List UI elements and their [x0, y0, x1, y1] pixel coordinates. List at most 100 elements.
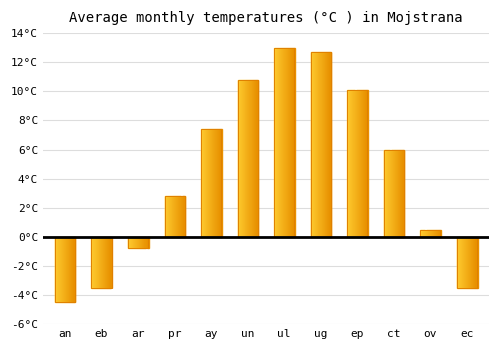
Bar	[106, 237, 107, 288]
Bar	[92, 237, 93, 288]
Bar	[278, 48, 279, 237]
Bar	[109, 237, 110, 288]
Bar	[217, 129, 218, 237]
Bar	[284, 48, 285, 237]
Bar	[216, 129, 217, 237]
Bar	[352, 90, 353, 237]
Bar	[202, 129, 203, 237]
Bar	[69, 237, 70, 302]
Bar	[367, 90, 368, 237]
Bar	[365, 90, 366, 237]
Bar	[62, 237, 63, 302]
Bar	[170, 196, 171, 237]
Bar	[111, 237, 112, 288]
Bar	[209, 129, 210, 237]
Bar	[348, 90, 349, 237]
Bar	[280, 48, 281, 237]
Bar	[282, 48, 283, 237]
Bar	[327, 52, 328, 237]
Bar	[388, 149, 389, 237]
Bar	[56, 237, 57, 302]
Bar	[221, 129, 222, 237]
Bar	[180, 196, 181, 237]
Bar	[108, 237, 109, 288]
Bar	[391, 149, 392, 237]
Bar	[463, 237, 464, 288]
Bar	[244, 80, 245, 237]
Bar	[181, 196, 182, 237]
Bar	[143, 237, 144, 248]
Bar	[182, 196, 183, 237]
Bar	[178, 196, 179, 237]
Bar	[366, 90, 367, 237]
Bar	[141, 237, 142, 248]
Bar	[467, 237, 468, 288]
Bar	[287, 48, 288, 237]
Bar	[458, 237, 459, 288]
Bar	[171, 196, 172, 237]
Bar	[207, 129, 208, 237]
Bar	[440, 230, 441, 237]
Bar	[128, 237, 148, 248]
Bar	[176, 196, 177, 237]
Bar	[146, 237, 147, 248]
Bar	[168, 196, 169, 237]
Bar	[477, 237, 478, 288]
Bar	[257, 80, 258, 237]
Bar	[357, 90, 358, 237]
Bar	[166, 196, 167, 237]
Bar	[322, 52, 323, 237]
Bar	[98, 237, 99, 288]
Bar	[430, 230, 431, 237]
Bar	[293, 48, 294, 237]
Bar	[72, 237, 73, 302]
Bar	[313, 52, 314, 237]
Bar	[210, 129, 211, 237]
Bar	[283, 48, 284, 237]
Bar	[319, 52, 320, 237]
Bar	[294, 48, 295, 237]
Bar	[164, 196, 184, 237]
Bar	[201, 129, 202, 237]
Bar	[165, 196, 166, 237]
Bar	[285, 48, 286, 237]
Bar	[461, 237, 462, 288]
Bar	[137, 237, 138, 248]
Bar	[290, 48, 291, 237]
Bar	[363, 90, 364, 237]
Bar	[57, 237, 58, 302]
Bar	[219, 129, 220, 237]
Bar	[427, 230, 428, 237]
Bar	[175, 196, 176, 237]
Bar	[211, 129, 212, 237]
Bar	[245, 80, 246, 237]
Bar	[356, 90, 357, 237]
Bar	[431, 230, 432, 237]
Bar	[179, 196, 180, 237]
Bar	[215, 129, 216, 237]
Bar	[316, 52, 317, 237]
Bar	[353, 90, 354, 237]
Bar	[474, 237, 475, 288]
Bar	[105, 237, 106, 288]
Bar	[439, 230, 440, 237]
Bar	[384, 149, 385, 237]
Bar	[400, 149, 401, 237]
Bar	[438, 230, 439, 237]
Bar	[277, 48, 278, 237]
Bar	[324, 52, 325, 237]
Bar	[355, 90, 356, 237]
Bar	[424, 230, 425, 237]
Bar	[218, 129, 219, 237]
Bar	[66, 237, 67, 302]
Bar	[359, 90, 360, 237]
Bar	[167, 196, 168, 237]
Bar	[459, 237, 460, 288]
Bar	[428, 230, 429, 237]
Bar	[279, 48, 280, 237]
Bar	[318, 52, 319, 237]
Bar	[317, 52, 318, 237]
Bar	[255, 80, 256, 237]
Bar	[184, 196, 185, 237]
Bar	[246, 80, 247, 237]
